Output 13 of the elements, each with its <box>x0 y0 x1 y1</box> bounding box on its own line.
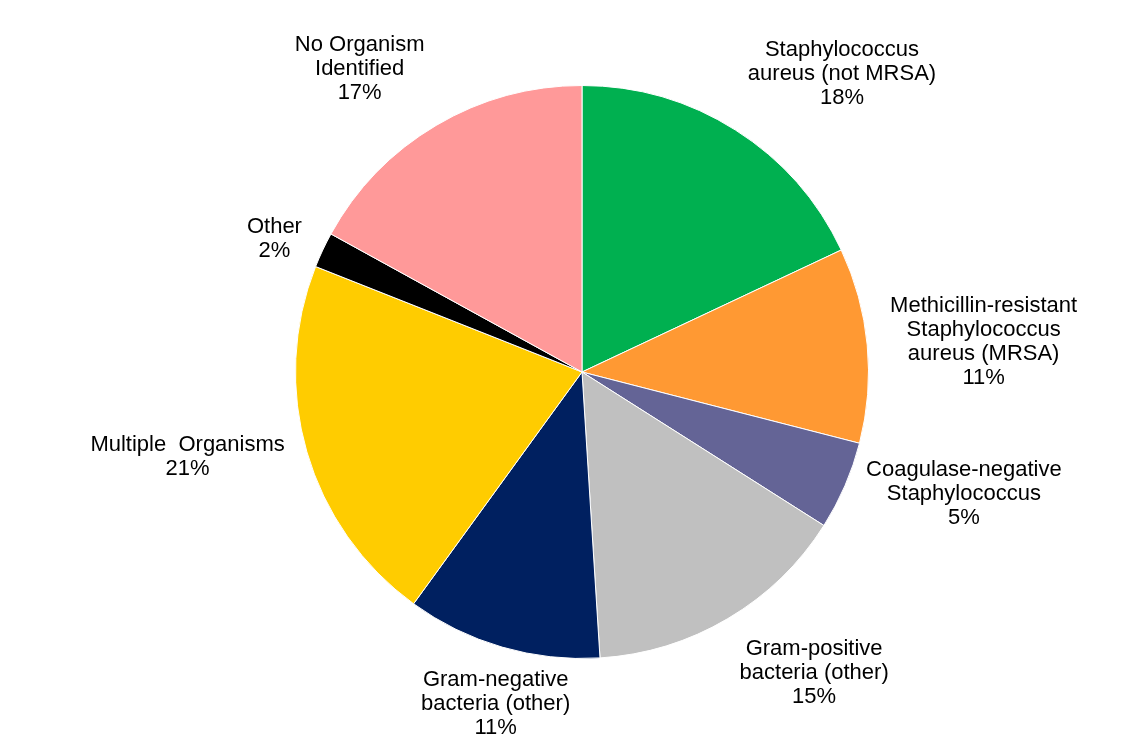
slice-label: No Organism Identified <box>294 30 425 80</box>
slice-label: Methicillin-resistant Staphylococcus aureus (MRSA) <box>890 291 1078 365</box>
slice-label: Gram-negative bacteria (other) <box>421 666 571 716</box>
data-label: 21% <box>165 455 210 481</box>
slice-label: Gram-positive bacteria (other) <box>739 635 889 685</box>
data-label: 17% <box>337 78 382 104</box>
data-label: 2% <box>258 237 291 263</box>
data-label: 15% <box>792 683 837 709</box>
slice-label: Multiple Organisms <box>90 431 285 457</box>
slice-label: Other <box>246 213 302 239</box>
slice-label: Staphylococcus aureus (not MRSA) <box>747 35 937 85</box>
slice-label: Coagulase-negative Staphylococcus <box>866 455 1062 505</box>
data-label: 11% <box>474 714 517 740</box>
